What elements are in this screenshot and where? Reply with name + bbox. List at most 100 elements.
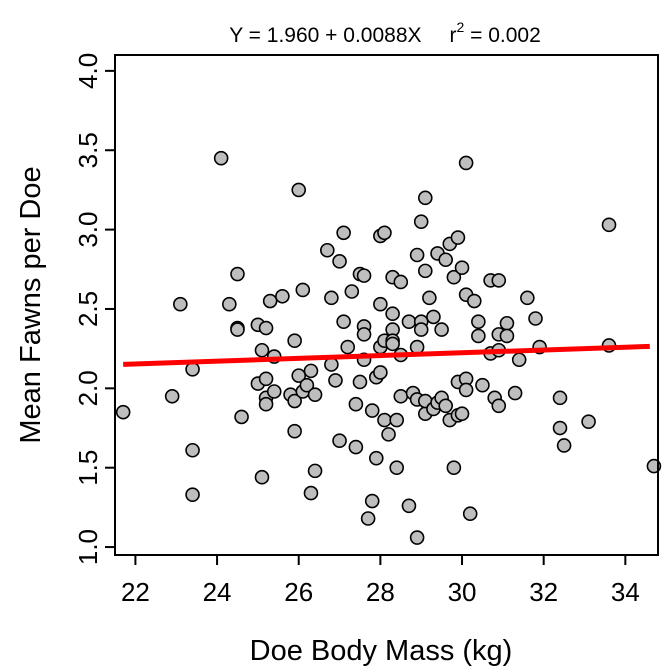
data-point [230, 322, 245, 337]
data-point [581, 414, 596, 429]
data-point [491, 398, 507, 414]
data-point [185, 361, 200, 377]
y-axis: 1.0 1.5 2.0 2.5 3.0 3.5 4.0 [73, 53, 115, 565]
data-point [115, 404, 131, 420]
data-point [389, 412, 405, 428]
data-point [222, 296, 237, 312]
data-point [336, 225, 351, 241]
data-point [426, 309, 441, 325]
data-point [413, 214, 429, 229]
data-point [291, 182, 307, 198]
data-point [185, 487, 200, 502]
data-point [475, 377, 490, 393]
data-point [385, 336, 400, 352]
y-axis-title: Mean Fawns per Doe [15, 166, 47, 443]
data-point [356, 268, 372, 283]
data-point [511, 352, 527, 368]
data-point [332, 433, 347, 449]
data-point [401, 314, 417, 329]
data-point [258, 320, 274, 336]
x-tick-label: 28 [366, 577, 395, 607]
data-point [417, 190, 433, 206]
data-point [234, 409, 249, 425]
data-point [413, 322, 429, 337]
data-point [254, 469, 270, 485]
data-point [336, 314, 351, 329]
data-point [332, 254, 347, 269]
data-point [340, 339, 356, 355]
data-point [356, 327, 372, 342]
data-point [307, 387, 323, 402]
data-point [458, 155, 474, 171]
data-point [364, 493, 380, 509]
data-point [401, 498, 417, 514]
data-point [287, 393, 302, 409]
data-point [446, 269, 462, 285]
data-point [454, 260, 470, 275]
title-r-value: = 0.002 [464, 24, 540, 47]
data-point [320, 242, 335, 258]
data-point [275, 288, 290, 304]
x-tick-label: 32 [529, 577, 558, 607]
y-tick-label: 3.5 [73, 132, 103, 168]
data-point [417, 263, 433, 279]
plot-frame [114, 54, 659, 556]
data-point [438, 398, 453, 414]
data-point [303, 485, 319, 501]
data-point [254, 342, 270, 358]
data-point [324, 290, 339, 306]
data-point [520, 290, 535, 306]
data-point [438, 252, 453, 268]
data-point [471, 328, 486, 344]
y-tick-label: 1.0 [73, 529, 103, 565]
data-point [287, 333, 302, 349]
data-point [393, 274, 409, 290]
data-point [499, 328, 515, 344]
data-point [173, 296, 188, 312]
data-point [344, 284, 360, 299]
title-r-exponent: 2 [457, 19, 465, 35]
data-point [266, 384, 282, 399]
data-point [556, 438, 572, 453]
data-point [458, 382, 474, 398]
regression-line [123, 343, 650, 367]
data-point [373, 365, 388, 380]
chart-title: Y = 1.960 + 0.0088X r2 = 0.002 [229, 19, 541, 47]
data-point [454, 406, 470, 422]
data-point [450, 230, 466, 245]
title-r-label: r [450, 24, 457, 47]
data-point [434, 322, 449, 337]
data-point [373, 296, 388, 312]
data-point [552, 390, 568, 406]
data-point [377, 412, 392, 428]
data-point [409, 247, 425, 263]
y-tick-label: 2.5 [73, 291, 103, 327]
data-point [377, 225, 392, 241]
data-point [262, 293, 278, 309]
data-point [393, 388, 409, 404]
data-point [528, 311, 543, 326]
x-tick-label: 22 [121, 577, 150, 607]
data-point [328, 373, 343, 388]
data-point [409, 339, 425, 355]
x-tick-label: 34 [611, 577, 640, 607]
data-point [213, 150, 229, 166]
data-point [389, 460, 405, 475]
y-tick-label: 3.0 [73, 212, 103, 248]
data-point [466, 293, 482, 309]
data-point [348, 396, 364, 412]
y-tick-label: 2.0 [73, 370, 103, 406]
data-point [446, 460, 462, 475]
data-point [164, 388, 180, 404]
data-point [601, 217, 617, 233]
title-equation: Y = 1.960 + 0.0088X [229, 24, 421, 47]
data-point [422, 290, 437, 306]
data-point [303, 363, 319, 379]
data-point [409, 530, 425, 545]
data-point [368, 450, 384, 466]
data-point [307, 463, 323, 479]
data-point [258, 371, 274, 387]
data-point [291, 368, 307, 383]
data-point [185, 442, 200, 458]
